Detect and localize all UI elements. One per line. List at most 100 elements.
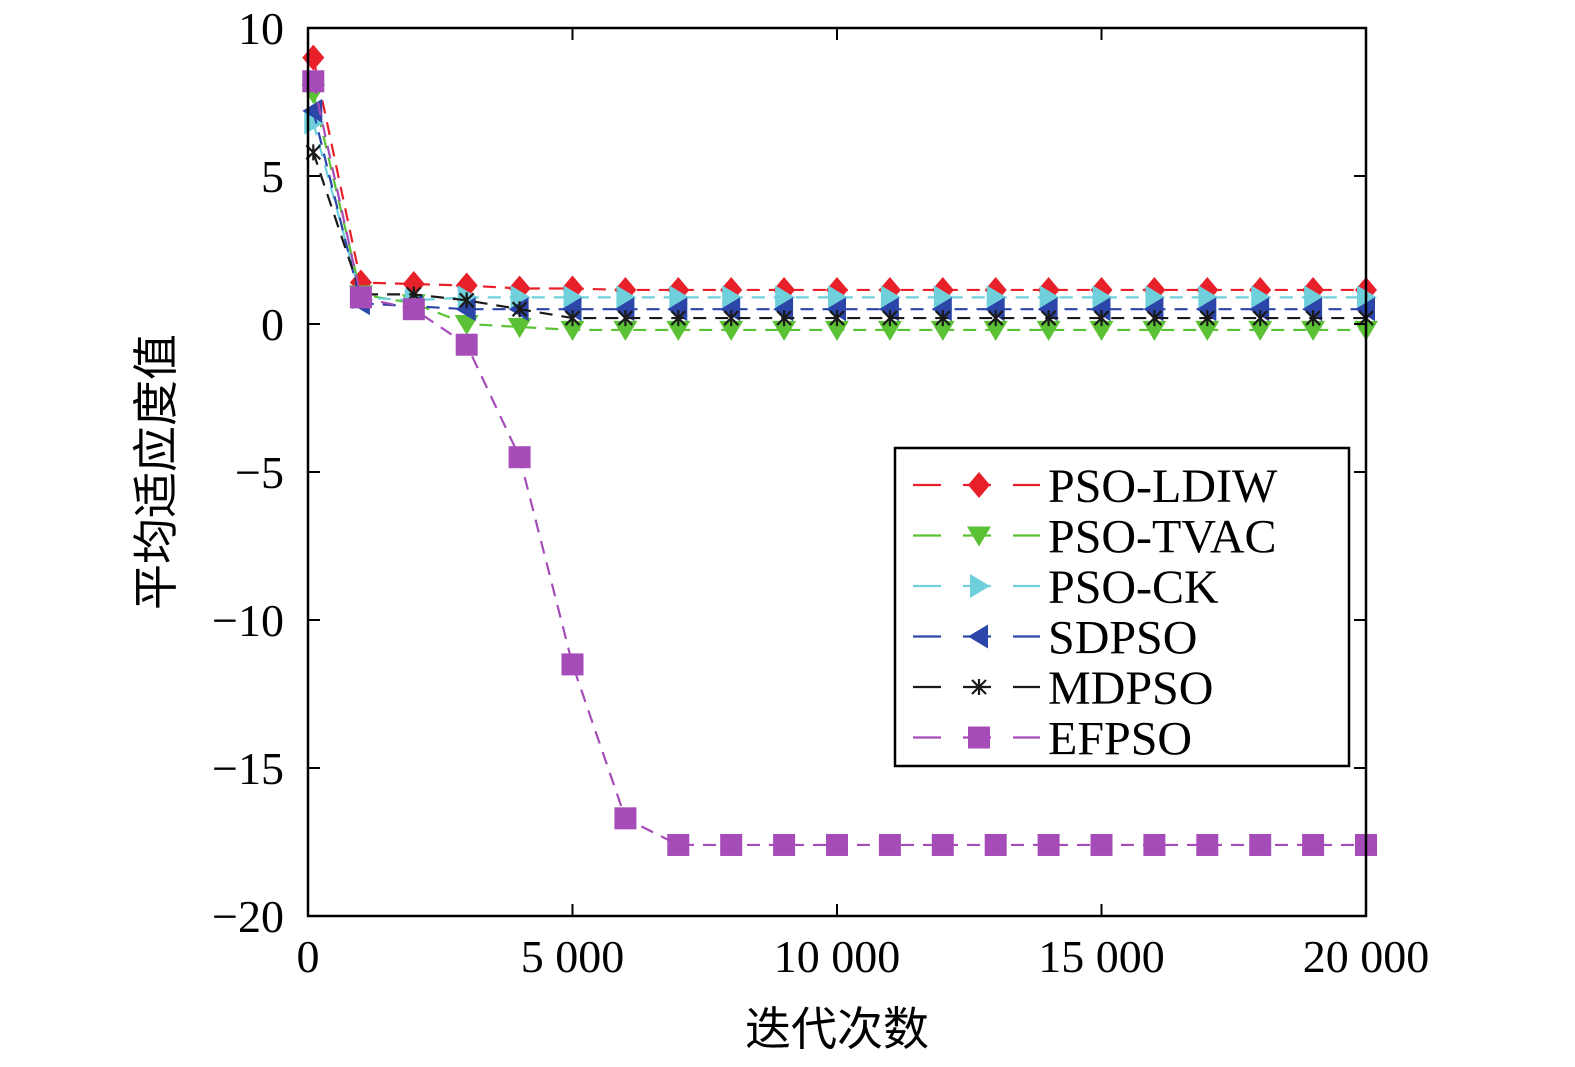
y-tick-label: −20	[212, 891, 284, 942]
data-point-pso-tvac	[772, 320, 797, 341]
legend-item-pso-ck: PSO-CK	[913, 561, 1219, 614]
legend-item-efpso: EFPSO	[913, 713, 1192, 766]
data-point-efpso	[349, 286, 372, 309]
data-point-mdpso	[935, 310, 951, 327]
data-point-pso-tvac	[1036, 320, 1061, 341]
x-tick-label: 15 000	[1038, 931, 1165, 982]
y-tick-label: −10	[212, 595, 284, 646]
data-point-mdpso	[670, 310, 687, 327]
legend-marker	[970, 574, 990, 598]
data-point-pso-tvac	[1248, 320, 1273, 341]
x-axis-title: 迭代次数	[745, 1002, 929, 1056]
y-tick-label: −5	[235, 447, 284, 498]
data-point-pso-tvac	[1142, 320, 1167, 341]
x-tick-label: 0	[297, 931, 320, 982]
series-efpso	[302, 70, 1377, 856]
legend-label: EFPSO	[1048, 713, 1192, 766]
data-point-pso-ck	[1092, 285, 1113, 310]
y-axis-title: 平均适应度值	[129, 334, 183, 610]
data-point-pso-ck	[616, 285, 637, 310]
data-point-pso-tvac	[613, 320, 638, 341]
series-pso-ldiw	[302, 44, 1377, 303]
series-line-pso-ldiw	[312, 57, 1366, 292]
data-point-mdpso	[776, 310, 792, 327]
data-point-efpso	[1302, 833, 1325, 856]
legend-marker	[967, 526, 991, 547]
legend-marker	[971, 679, 987, 695]
legend-marker	[968, 624, 988, 649]
data-point-mdpso	[564, 310, 581, 327]
data-point-pso-tvac	[1089, 320, 1114, 341]
legend-label: SDPSO	[1048, 612, 1197, 665]
data-point-mdpso	[882, 310, 898, 327]
legend-item-pso-ldiw: PSO-LDIW	[913, 460, 1278, 513]
data-point-efpso	[302, 70, 325, 93]
legend-label: MDPSO	[1048, 662, 1213, 715]
data-point-mdpso	[1040, 310, 1057, 327]
data-point-pso-ck	[722, 285, 743, 310]
data-point-efpso	[508, 446, 531, 469]
data-point-pso-tvac	[1301, 320, 1326, 341]
y-tick-label: 0	[261, 299, 284, 350]
data-point-pso-tvac	[507, 317, 532, 338]
data-point-efpso	[878, 833, 901, 856]
data-point-mdpso	[458, 292, 475, 309]
data-point-efpso	[1249, 833, 1272, 856]
data-point-efpso	[1143, 833, 1166, 856]
data-point-pso-tvac	[454, 315, 479, 335]
data-point-pso-tvac	[560, 320, 585, 341]
data-point-efpso	[984, 833, 1007, 856]
y-tick-label: 10	[238, 3, 284, 54]
data-point-pso-tvac	[983, 320, 1008, 341]
data-point-efpso	[614, 807, 637, 830]
data-point-mdpso	[1146, 310, 1163, 327]
data-point-pso-ck	[880, 285, 901, 310]
data-point-pso-ck	[669, 285, 690, 310]
data-point-mdpso	[617, 310, 634, 327]
data-point-pso-ck	[1039, 285, 1060, 310]
data-point-mdpso	[511, 301, 528, 318]
series-line-pso-ck	[312, 122, 1366, 302]
data-point-mdpso	[829, 310, 845, 327]
data-point-pso-ck	[304, 110, 325, 135]
y-tick-label: 5	[261, 151, 284, 202]
data-point-pso-ck	[828, 285, 848, 310]
data-point-pso-tvac	[877, 320, 902, 341]
data-point-pso-ck	[1251, 285, 1272, 310]
series-mdpso	[305, 144, 1374, 327]
data-point-efpso	[773, 833, 796, 856]
data-point-efpso	[1090, 833, 1113, 856]
x-tick-label: 20 000	[1303, 931, 1430, 982]
data-point-efpso	[1196, 833, 1219, 856]
data-point-efpso	[561, 653, 584, 676]
data-point-mdpso	[987, 310, 1004, 327]
data-point-pso-ck	[563, 285, 584, 310]
data-point-efpso	[720, 833, 743, 856]
legend-marker	[968, 726, 990, 749]
data-point-sdpso	[302, 98, 323, 123]
x-tick-label: 10 000	[774, 931, 901, 982]
y-tick-label: −15	[212, 743, 284, 794]
data-point-pso-ldiw	[302, 44, 325, 71]
legend-item-pso-tvac: PSO-TVAC	[913, 511, 1277, 564]
legend-label: PSO-TVAC	[1048, 511, 1277, 564]
legend-label: PSO-CK	[1048, 561, 1219, 614]
data-point-efpso	[455, 333, 478, 356]
data-point-efpso	[402, 298, 425, 321]
data-point-pso-tvac	[825, 320, 849, 341]
data-point-pso-ck	[1145, 285, 1166, 310]
data-point-efpso	[1037, 833, 1060, 856]
data-point-pso-ck	[933, 285, 954, 310]
data-point-pso-tvac	[930, 320, 955, 341]
data-point-efpso	[667, 833, 690, 856]
data-point-efpso	[826, 833, 848, 856]
data-point-pso-tvac	[719, 320, 744, 341]
data-point-mdpso	[1093, 310, 1110, 327]
data-point-efpso	[931, 833, 954, 856]
legend-box	[893, 446, 1351, 768]
data-point-pso-ck	[775, 285, 796, 310]
legend-item-mdpso: MDPSO	[913, 662, 1213, 715]
axis-ticks: 0 5 000 10 000 15 000 20 000 10 5 0 −5 −10 −15 −20	[212, 3, 1429, 982]
